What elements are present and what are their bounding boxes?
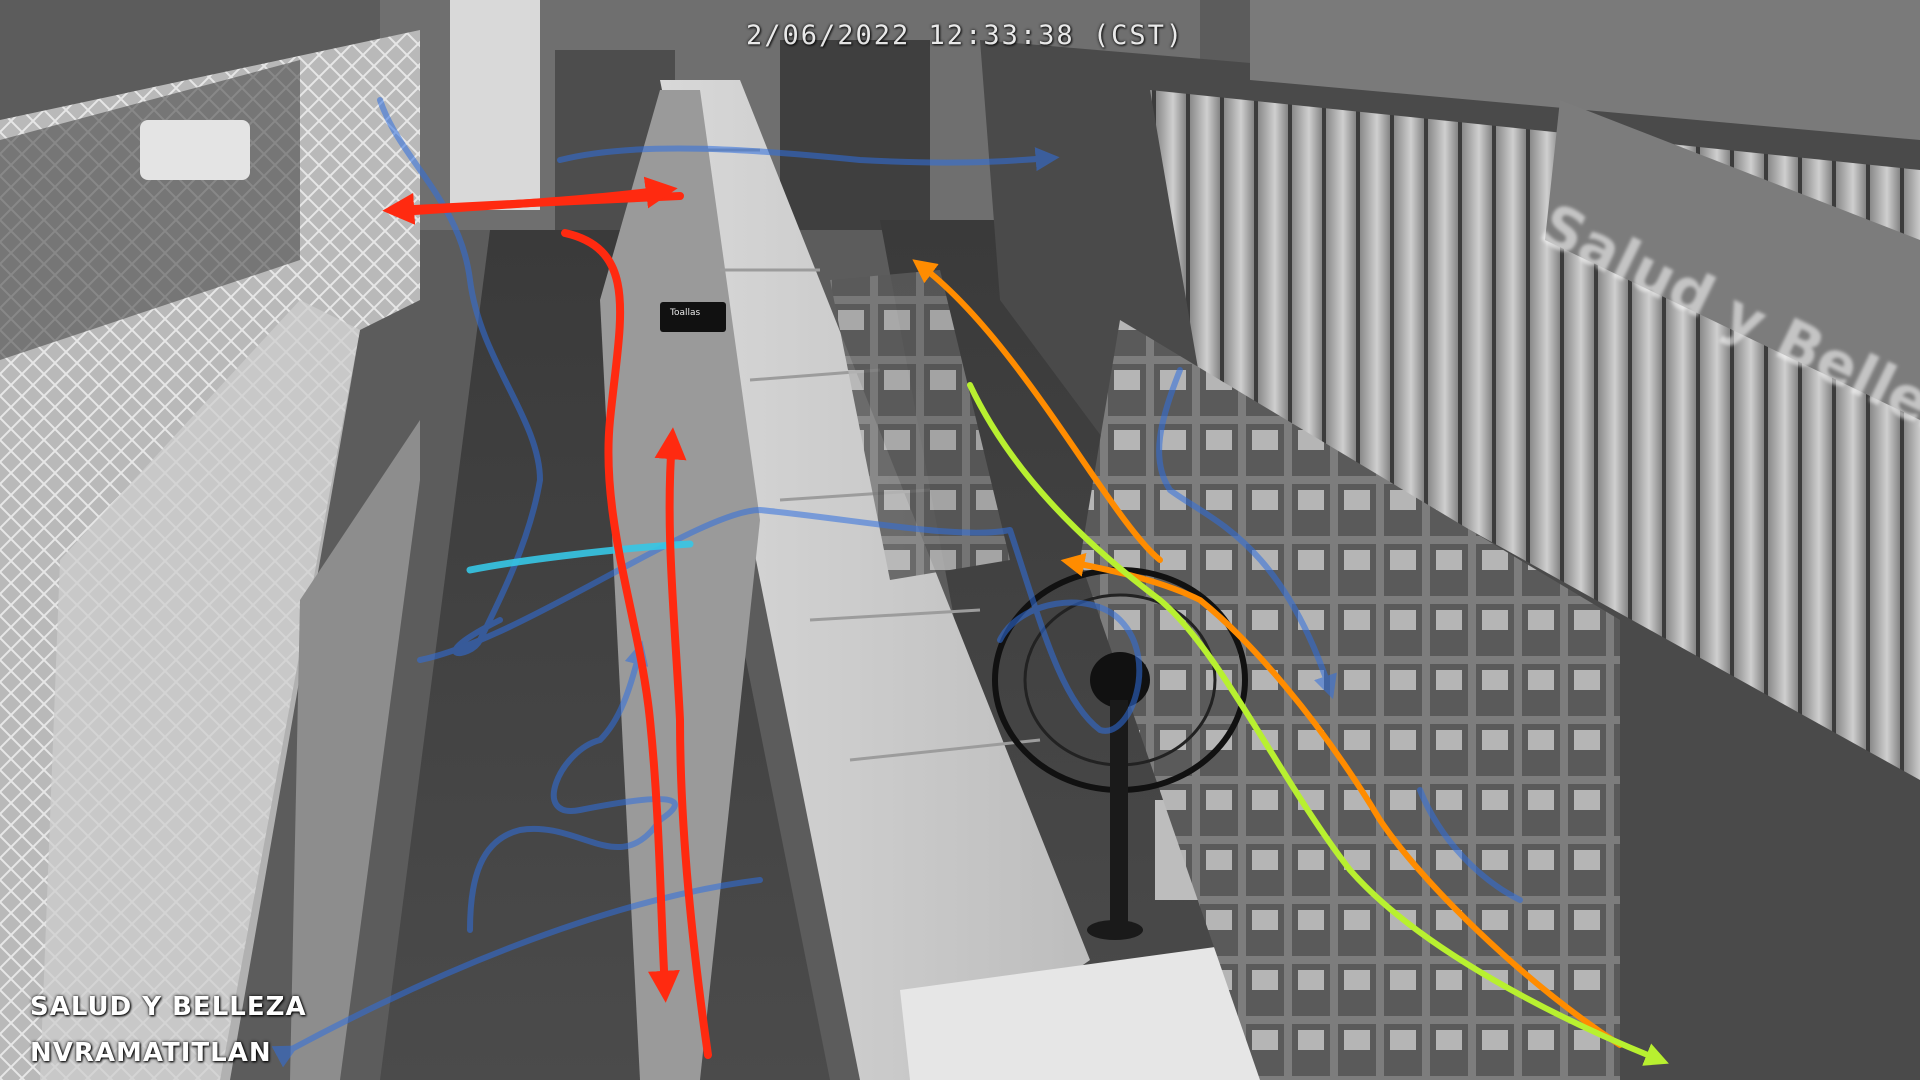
camera-location-zone: SALUD Y BELLEZA <box>30 992 307 1022</box>
center-gondola-top <box>660 80 1090 1080</box>
red-path-aisle-down <box>561 229 680 1003</box>
blue-path-center <box>417 507 1143 734</box>
red-path-back-right <box>396 176 678 216</box>
right-upper-shelf <box>1250 0 1920 140</box>
right-packaged-products <box>1080 320 1620 1080</box>
blue-path-right-aisle <box>1156 367 1337 700</box>
orange-path-return <box>1060 553 1623 1048</box>
blue-path-bottom-left <box>271 877 763 1068</box>
hanging-sign <box>1545 100 1920 420</box>
tracking-paths <box>271 97 1669 1068</box>
storage-bin <box>140 120 250 180</box>
yellow-green-path <box>967 382 1669 1066</box>
back-display-right <box>780 40 930 230</box>
blue-path-floor-loop <box>467 640 678 933</box>
aisle-tag-sign <box>660 302 726 332</box>
left-lower-shelf <box>290 420 420 1080</box>
center-right-products <box>830 270 1010 580</box>
blue-path-top <box>557 145 1060 172</box>
back-pillar <box>450 0 540 210</box>
left-hanging-linens <box>40 300 360 1080</box>
cyan-path <box>466 540 694 574</box>
aisle-tag-text: Toallas <box>670 308 701 318</box>
camera-location-site: NVRAMATITLAN <box>30 1038 272 1068</box>
center-gondola-left-face <box>600 90 760 1080</box>
red-path-aisle-up <box>654 427 712 1059</box>
camera-timestamp: 2/06/2022 12:33:38 (CST) <box>746 20 1185 51</box>
orange-path-up <box>912 259 1163 563</box>
blue-path-right-lower <box>1417 787 1523 903</box>
